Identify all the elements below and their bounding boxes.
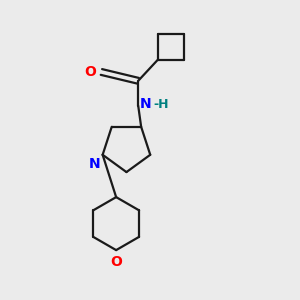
Text: -H: -H <box>153 98 168 111</box>
Text: O: O <box>84 65 96 79</box>
Text: N: N <box>89 157 100 171</box>
Text: N: N <box>140 98 151 111</box>
Text: O: O <box>110 255 122 269</box>
